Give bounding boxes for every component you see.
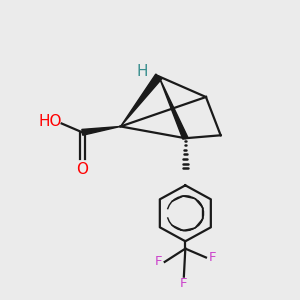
- Polygon shape: [159, 76, 188, 139]
- Text: F: F: [154, 255, 162, 268]
- Polygon shape: [121, 74, 162, 126]
- Polygon shape: [82, 126, 121, 135]
- Text: F: F: [180, 277, 188, 290]
- Text: H: H: [137, 64, 148, 80]
- Text: HO: HO: [39, 114, 62, 129]
- Text: F: F: [209, 251, 216, 264]
- Text: O: O: [76, 162, 88, 177]
